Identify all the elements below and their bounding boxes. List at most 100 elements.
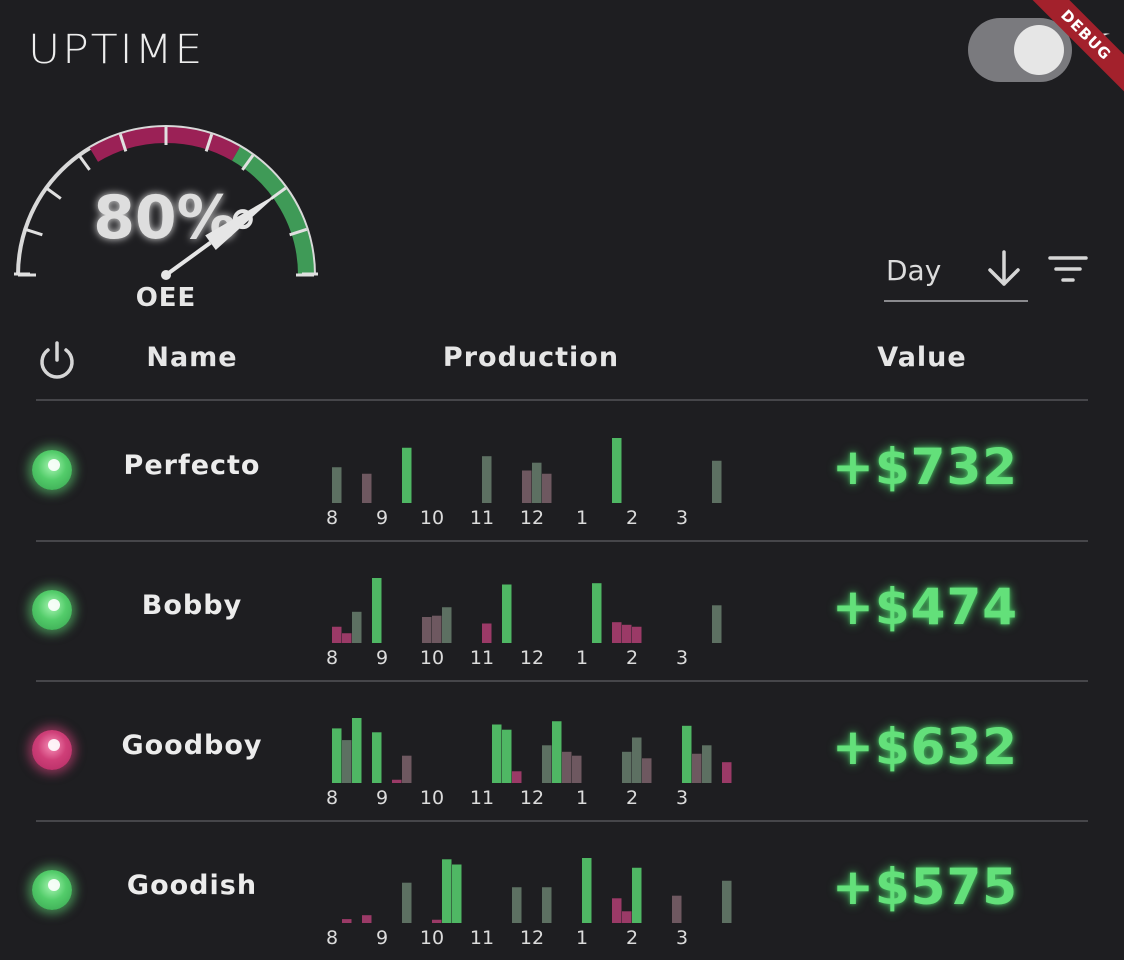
- production-bar: [332, 626, 342, 643]
- production-bar: [612, 438, 622, 503]
- production-bar: [692, 753, 702, 783]
- production-bar: [402, 882, 412, 923]
- machine-name: Goodish: [126, 870, 258, 901]
- hour-label: 11: [470, 787, 494, 808]
- hour-label: 8: [326, 647, 338, 668]
- hour-label: 2: [626, 507, 638, 528]
- production-bar: [372, 732, 382, 783]
- hour-label: 8: [326, 927, 338, 948]
- table-row[interactable]: Perfecto 8 9 10 11 12 1 2 3 +$732: [0, 400, 1124, 540]
- production-bar: [352, 611, 362, 643]
- needle-pivot: [161, 270, 171, 280]
- production-bar: [342, 740, 352, 783]
- production-bar: [572, 755, 582, 783]
- needle-head: [205, 192, 280, 250]
- production-bar: [482, 456, 492, 503]
- production-bar: [372, 578, 382, 643]
- production-bar: [562, 751, 572, 783]
- production-bar: [402, 755, 412, 783]
- gauge-tick: [24, 227, 43, 237]
- production-chart: 8 9 10 11 12 1 2 3: [326, 718, 732, 808]
- production-bar: [442, 859, 452, 923]
- production-bar: [622, 911, 632, 923]
- row-divider: [36, 540, 1088, 542]
- hour-label: 8: [326, 507, 338, 528]
- gauge-tick: [45, 186, 62, 200]
- hour-label: 11: [470, 927, 494, 948]
- hour-label: 12: [520, 927, 544, 948]
- gauge-tick: [77, 154, 91, 171]
- production-bar: [342, 919, 352, 923]
- production-chart: 8 9 10 11 12 1 2 3: [326, 858, 732, 948]
- production-bar: [632, 867, 642, 923]
- machine-value: +$575: [831, 858, 1019, 916]
- hour-label: 10: [420, 507, 444, 528]
- production-bar: [642, 758, 652, 783]
- production-bar: [722, 762, 732, 783]
- hour-label: 11: [470, 507, 494, 528]
- hour-label: 10: [420, 787, 444, 808]
- production-bar: [332, 728, 342, 783]
- production-bar: [702, 745, 712, 783]
- hour-label: 12: [520, 787, 544, 808]
- row-divider: [36, 680, 1088, 682]
- hour-label: 1: [576, 927, 588, 948]
- machine-value: +$632: [831, 718, 1019, 776]
- app-title: UPTIME: [28, 26, 205, 73]
- production-bar: [682, 725, 692, 783]
- hour-label: 9: [376, 927, 388, 948]
- production-bar: [502, 584, 512, 643]
- indicator-highlight: [48, 599, 60, 611]
- table-row[interactable]: Bobby 8 9 10 11 12 1 2 3 +$474: [0, 540, 1124, 680]
- toggle-knob[interactable]: [1014, 25, 1064, 75]
- status-indicator: [32, 730, 72, 770]
- production-bar: [432, 615, 442, 643]
- hour-label: 8: [326, 787, 338, 808]
- oee-gauge: 80% OEE: [14, 125, 318, 313]
- arrow-down-icon[interactable]: [986, 250, 1022, 288]
- hour-label: 2: [626, 927, 638, 948]
- table-row[interactable]: Goodish 8 9 10 11 12 1 2 3 +$575: [0, 820, 1124, 960]
- production-bar: [592, 583, 602, 643]
- row-divider: [36, 820, 1088, 822]
- production-chart: 8 9 10 11 12 1 2 3: [326, 578, 722, 668]
- hour-label: 9: [376, 507, 388, 528]
- machine-value: +$474: [831, 578, 1019, 636]
- machine-name: Goodboy: [121, 730, 263, 761]
- production-bar: [362, 915, 372, 923]
- status-indicator: [32, 870, 72, 910]
- gauge-tick: [204, 133, 214, 152]
- column-header-name[interactable]: Name: [146, 342, 238, 373]
- production-bar: [542, 745, 552, 783]
- hour-label: 3: [676, 927, 688, 948]
- hour-label: 10: [420, 927, 444, 948]
- sort-selected: Day: [886, 254, 942, 287]
- sort-dropdown[interactable]: Day: [884, 246, 1028, 302]
- production-bar: [542, 887, 552, 923]
- hour-label: 1: [576, 507, 588, 528]
- column-header-value[interactable]: Value: [877, 342, 967, 373]
- production-bar: [512, 887, 522, 923]
- production-bar: [392, 779, 402, 783]
- table-row[interactable]: Goodboy 8 9 10 11 12 1 2 3 +$632: [0, 680, 1124, 820]
- production-bar: [712, 460, 722, 503]
- column-header-production[interactable]: Production: [442, 342, 620, 373]
- production-bar: [442, 607, 452, 643]
- production-bar: [332, 467, 342, 503]
- filter-icon[interactable]: [1046, 252, 1090, 286]
- production-chart: 8 9 10 11 12 1 2 3: [326, 438, 722, 528]
- production-bar: [342, 633, 352, 643]
- production-bar: [502, 729, 512, 783]
- indicator-highlight: [48, 459, 60, 471]
- hour-label: 1: [576, 787, 588, 808]
- production-bar: [352, 718, 362, 783]
- status-indicator: [32, 450, 72, 490]
- needle-shaft: [164, 241, 212, 277]
- power-icon[interactable]: [36, 340, 78, 382]
- production-bar: [552, 721, 562, 783]
- production-bar: [622, 624, 632, 643]
- theme-toggle[interactable]: [968, 18, 1072, 82]
- production-bar: [672, 895, 682, 923]
- hour-label: 3: [676, 787, 688, 808]
- hour-label: 10: [420, 647, 444, 668]
